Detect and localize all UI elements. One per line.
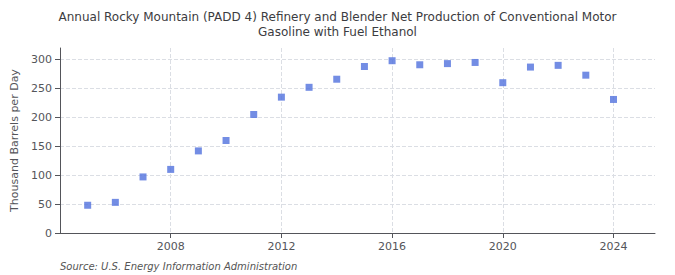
svg-text:2024: 2024 (599, 240, 627, 253)
svg-text:0: 0 (45, 227, 52, 240)
svg-text:2020: 2020 (489, 240, 517, 253)
svg-text:300: 300 (31, 53, 52, 66)
svg-text:Source: U.S. Energy Informatio: Source: U.S. Energy Information Administ… (60, 261, 297, 272)
svg-text:250: 250 (31, 82, 52, 95)
svg-text:200: 200 (31, 111, 52, 124)
svg-text:Thousand Barrels per Day: Thousand Barrels per Day (8, 69, 21, 213)
svg-text:50: 50 (38, 198, 52, 211)
svg-text:Annual Rocky Mountain (PADD 4): Annual Rocky Mountain (PADD 4) Refinery … (59, 10, 617, 24)
svg-text:100: 100 (31, 169, 52, 182)
svg-text:2012: 2012 (267, 240, 295, 253)
svg-text:2016: 2016 (378, 240, 406, 253)
svg-text:150: 150 (31, 140, 52, 153)
svg-text:2008: 2008 (157, 240, 185, 253)
svg-text:Gasoline with Fuel Ethanol: Gasoline with Fuel Ethanol (258, 25, 417, 39)
